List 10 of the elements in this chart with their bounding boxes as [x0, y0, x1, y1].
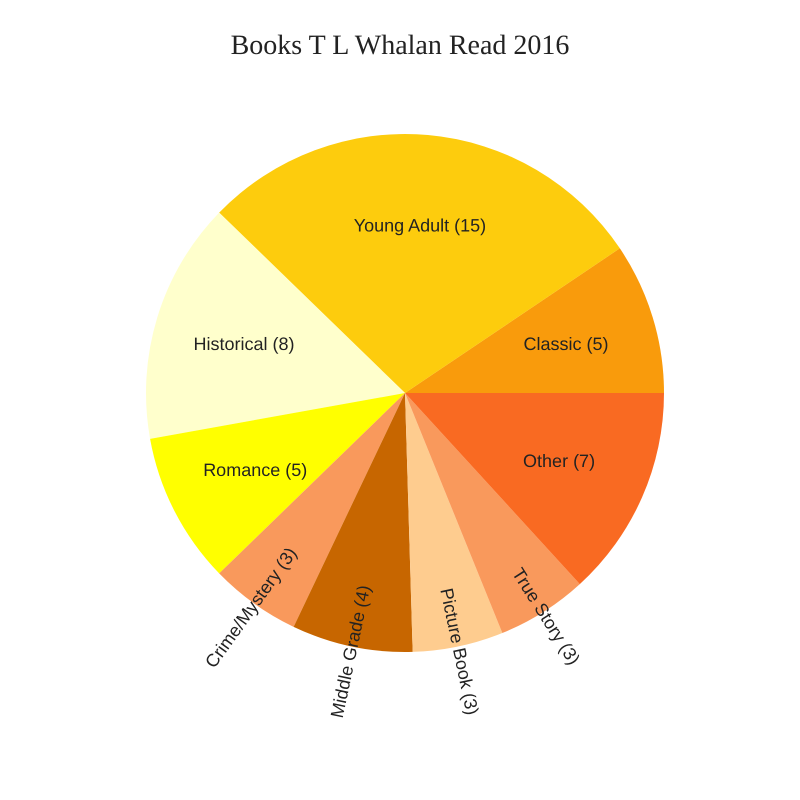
slice-label: Other (7) — [523, 450, 596, 471]
pie-slice — [146, 212, 405, 439]
slice-label: Historical (8) — [193, 334, 294, 354]
chart-title: Books T L Whalan Read 2016 — [230, 29, 570, 62]
slice-label: Middle Grade (4) — [326, 583, 374, 720]
slice-label: Romance (5) — [203, 460, 308, 480]
pie-slice — [405, 248, 664, 393]
slice-label: Picture Book (3) — [436, 586, 482, 717]
slice-label: Classic (5) — [524, 334, 609, 354]
slice-label: Young Adult (15) — [354, 215, 486, 236]
